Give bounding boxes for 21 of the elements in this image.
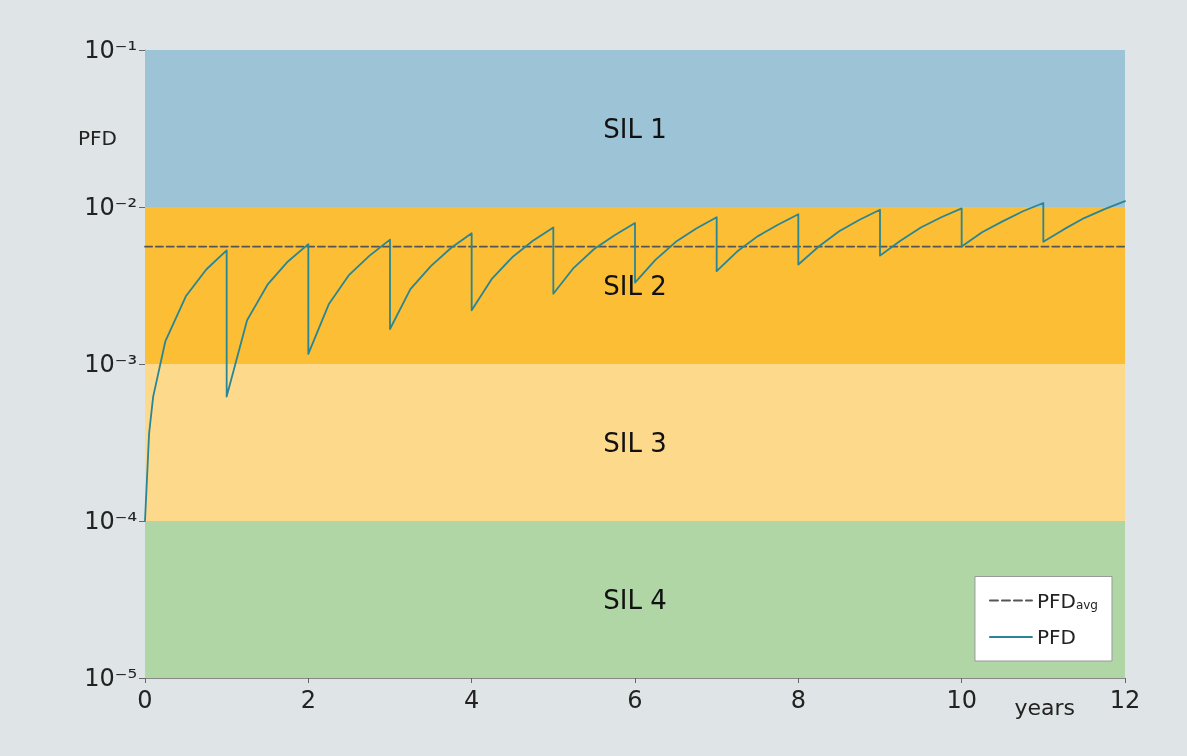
line-series bbox=[144, 200, 1126, 522]
y-tick-label: 10⁻³ bbox=[84, 350, 137, 378]
x-tick-label: 4 bbox=[464, 686, 480, 714]
x-tick-label: 0 bbox=[137, 686, 153, 714]
x-tick-label: 12 bbox=[1109, 686, 1141, 714]
y-tick-label: 10⁻⁵ bbox=[84, 664, 137, 692]
band-label: SIL 1 bbox=[603, 113, 667, 144]
legend-label: PFD bbox=[1036, 625, 1076, 649]
y-tick-label: 10⁻¹ bbox=[84, 36, 137, 64]
x-tick-label: 10 bbox=[946, 686, 977, 714]
x-tick-label: 2 bbox=[300, 686, 316, 714]
y-axis-title: PFD bbox=[78, 126, 117, 150]
band-label: SIL 3 bbox=[603, 427, 667, 458]
band-label: SIL 4 bbox=[603, 584, 667, 615]
y-tick-label: 10⁻⁴ bbox=[84, 507, 137, 535]
band-label: SIL 2 bbox=[603, 270, 667, 301]
x-axis-title: years bbox=[1014, 694, 1075, 720]
x-tick-label: 6 bbox=[627, 686, 643, 714]
x-tick-label: 8 bbox=[790, 686, 806, 714]
y-tick-label: 10⁻² bbox=[84, 193, 137, 221]
legend-label: PFDavg bbox=[1036, 588, 1099, 613]
